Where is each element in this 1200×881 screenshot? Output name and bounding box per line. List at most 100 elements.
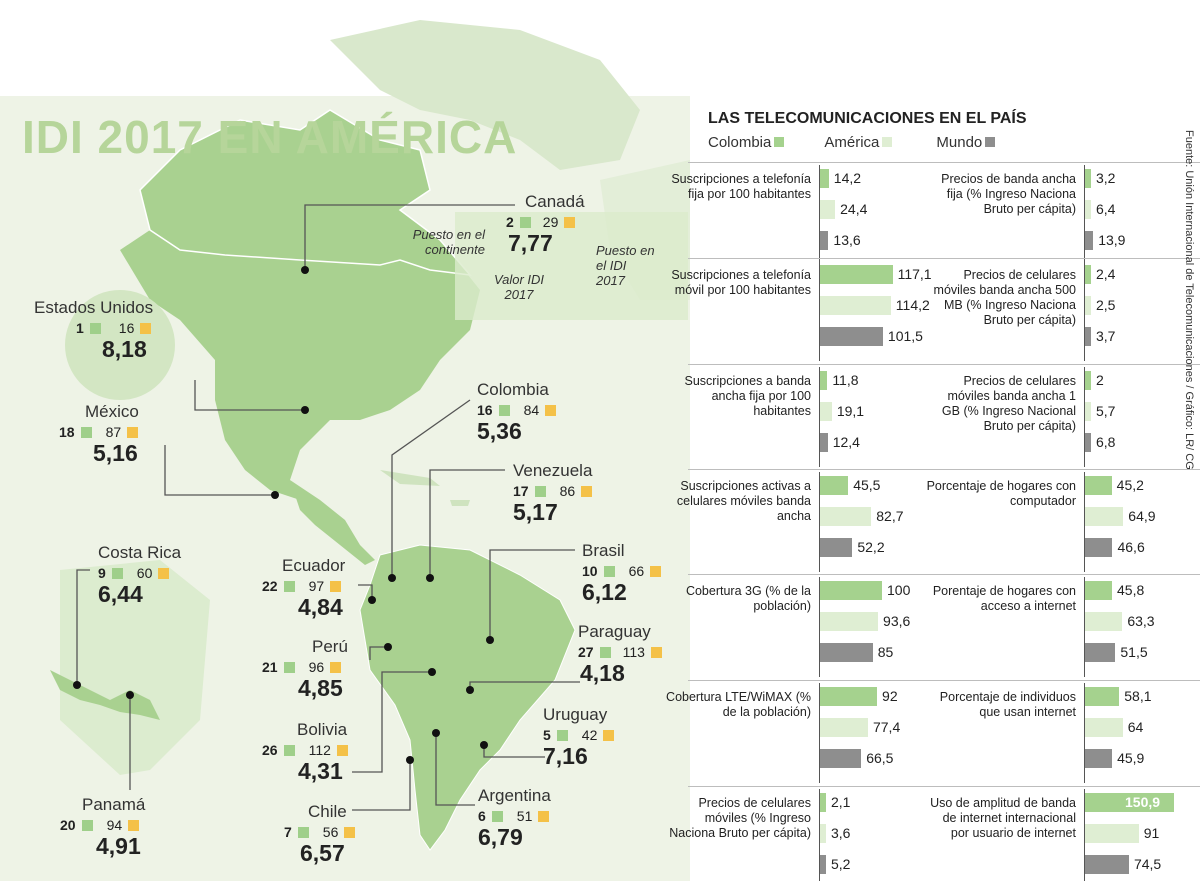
country-name: Ecuador [282,556,346,575]
idi-value: 6,79 [478,824,523,850]
idi-value: 6,57 [300,840,345,866]
bar-value-label: 117,1 [897,266,932,282]
idi-rank-marker [538,810,550,822]
idi-rank: 66 [628,563,645,579]
indicator-label: Porentaje de hogares con acceso a intern… [932,584,1076,613]
indicator-row: Suscripciones a banda ancha fija por 100… [685,364,1200,469]
bar-value-label: 64 [1127,719,1144,735]
telecom-chart: LAS TELECOMUNICACIONES EN EL PAÍS Colomb… [666,96,1200,881]
continent-rank: 27 [578,644,594,660]
continent-rank-marker [556,729,568,741]
bar-mundo [820,231,829,250]
bar-américa [1085,507,1124,526]
idi-rank: 87 [105,424,122,440]
bar-axis [1084,367,1085,467]
continent-rank: 10 [582,563,598,579]
idi-value: 4,91 [96,833,141,859]
continent-rank-marker [283,661,295,673]
bar-value-label: 24,4 [840,201,868,217]
idi-rank: 96 [308,659,325,675]
bar-colombia [1085,793,1175,812]
bar-value-label: 45,2 [1116,477,1144,493]
idi-rank: 51 [516,808,533,824]
idi-rank: 60 [136,565,153,581]
legend-label: Mundo [936,134,983,151]
continent-rank: 1 [76,320,84,336]
indicator-row: Cobertura LTE/WiMAX (% de la población) 9… [666,680,1200,785]
country-name: Perú [312,637,348,656]
continent-rank-marker [111,567,123,579]
bar-colombia [820,687,878,706]
idi-rank: 86 [559,483,576,499]
continent-rank: 20 [60,817,76,833]
idi-value: 5,16 [93,440,138,466]
idi-value: 8,18 [102,336,147,362]
idi-value: 6,44 [98,581,143,607]
country-name: Panamá [82,795,146,814]
legend-label: América [824,134,880,151]
bar-colombia [820,169,829,188]
bar-value-label: 13,9 [1098,232,1126,248]
chart-title: LAS TELECOMUNICACIONES EN EL PAÍS [708,110,1027,127]
bar-value-label: 3,7 [1096,328,1116,344]
indicator-label: Uso de amplitud de banda de internet int… [930,796,1076,840]
indicator-row: Suscripciones a telefonía fija por 100 h… [671,162,1200,267]
annotation-idi-rank: Puesto en el IDI 2017 [596,243,655,288]
bar-axis [1084,789,1085,881]
idi-rank-marker [127,426,139,438]
bar-axis [819,789,820,881]
continent-rank-marker [519,216,531,228]
country-chile: Chile 7 56 6,57 [284,802,356,867]
bar-value-label: 91 [1143,825,1160,841]
continent-rank-marker [80,426,92,438]
bar-mundo [820,855,826,874]
country-name: Bolivia [297,720,348,739]
bar-value-label: 13,6 [833,232,861,248]
bar-axis [819,261,820,361]
indicator-label: Suscripciones a telefonía fija por 100 h… [671,172,811,201]
bar-américa [820,612,879,631]
bar-axis [819,367,820,467]
bar-value-label: 92 [882,688,898,704]
country-argentina: Argentina 6 51 6,79 [478,786,551,851]
country-name: Uruguay [543,705,608,724]
idi-value: 5,36 [477,418,522,444]
bar-value-label: 52,2 [857,539,885,555]
country-brasil: Brasil 10 66 6,12 [582,541,662,606]
idi-rank: 112 [308,742,331,758]
indicator-label: Suscripciones a telefonía móvil por 100 … [671,268,811,297]
country-name: Colombia [477,380,549,399]
bar-américa [1085,612,1123,631]
bar-value-label: 3,6 [831,825,851,841]
idi-value: 4,18 [580,660,625,686]
continent-rank: 17 [513,483,529,499]
bar-colombia [1085,581,1113,600]
bar-axis [819,683,820,783]
idi-rank: 42 [581,727,598,743]
bar-value-label: 100 [887,582,911,598]
bar-value-label: 5,2 [831,856,851,872]
bar-colombia [820,476,849,495]
idi-rank-marker [581,485,593,497]
bar-value-label: 66,5 [866,750,894,766]
continent-rank: 21 [262,659,278,675]
bar-value-label: 3,2 [1096,170,1116,186]
continent-rank: 7 [284,824,292,840]
indicator-row: Suscripciones activas a celulares móvile… [677,469,1200,574]
idi-rank: 84 [523,402,540,418]
idi-rank-marker [650,565,662,577]
country-canada: Canadá 2 29 7,77 [506,192,585,257]
bar-value-label: 46,6 [1117,539,1145,555]
continent-rank-marker [89,322,101,334]
bar-colombia [820,265,893,284]
bar-value-label: 19,1 [836,403,865,419]
bar-américa [820,718,868,737]
bar-mundo [1085,327,1091,346]
idi-value: 4,85 [298,675,343,701]
country-name: Estados Unidos [34,298,154,317]
idi-rank-marker [336,744,348,756]
bar-value-label: 64,9 [1128,508,1156,524]
indicator-label: Precios de celulares móviles banda ancha… [941,374,1076,433]
bar-mundo [1085,749,1113,768]
bar-colombia [1085,371,1091,390]
